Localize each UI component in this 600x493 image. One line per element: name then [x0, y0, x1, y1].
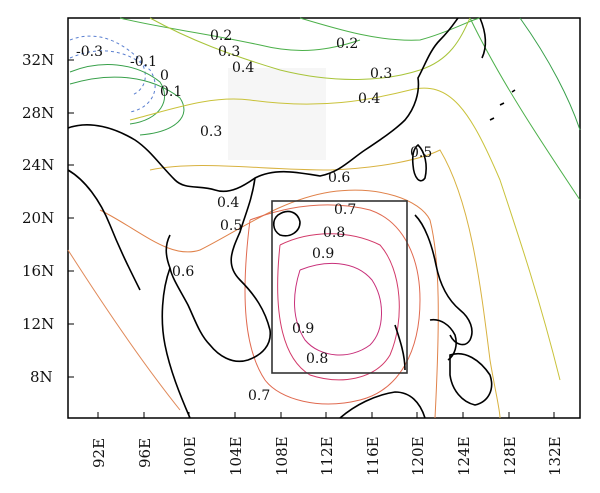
coast-taiwan [411, 143, 427, 182]
contour-label-04-west: 0.4 [217, 195, 239, 211]
contour-label-02-right: 0.2 [336, 36, 358, 52]
lon-tick-label: 104E [227, 436, 245, 476]
coast-mindanao [449, 353, 493, 406]
contour-label-05-east: 0.5 [410, 145, 432, 161]
coast-bay-of-bengal [67, 169, 141, 291]
lon-tick-label: 116E [364, 436, 382, 476]
contour-0-2-right [299, 17, 481, 41]
coast-ryukyu [489, 89, 516, 121]
lon-tick-label: 132E [546, 436, 564, 476]
lat-tick-label: 20N [22, 209, 54, 227]
contour-0-9 [294, 262, 382, 356]
contour-negative-01 [69, 50, 156, 113]
highlight-box [271, 200, 408, 374]
contour-0-5 [149, 149, 501, 419]
lon-tick-label: 92E [90, 438, 108, 468]
contour-0-2-left [119, 17, 361, 51]
lon-tick-label: 96E [136, 438, 154, 468]
coast-korea [479, 17, 487, 59]
coast-mainland [67, 17, 459, 193]
contour-label-07-box: 0.7 [334, 202, 356, 218]
contour-label-04-right: 0.4 [358, 91, 380, 107]
coast-indochina [165, 177, 272, 363]
contour-label-05-west: 0.5 [220, 218, 242, 234]
contour-label-0: 0 [160, 68, 169, 84]
contour-label-04-top: 0.4 [232, 60, 254, 76]
lat-tick-label: 24N [22, 156, 54, 174]
contour-label-03-mid: 0.3 [200, 124, 222, 140]
lat-tick-label: 32N [22, 51, 54, 69]
contour-negative-03 [69, 35, 146, 96]
lon-tick-label: 128E [501, 436, 519, 476]
contour-label-neg01: -0.1 [130, 54, 157, 70]
contour-label-09-bottom: 0.9 [292, 321, 314, 337]
coast-malay-peninsula [161, 267, 191, 419]
contour-label-07-south: 0.7 [248, 388, 270, 404]
contour-0-7-left [67, 249, 181, 411]
lon-tick-label: 112E [318, 436, 336, 476]
contour-green-east-2 [519, 17, 581, 131]
contour-label-06-west: 0.6 [172, 264, 194, 280]
contour-label-01: 0.1 [160, 84, 182, 100]
contour-0-4 [129, 87, 561, 381]
contour-0-7 [244, 204, 421, 405]
contour-label-08-bottom: 0.8 [306, 351, 328, 367]
contour-0-1 [69, 76, 185, 136]
lat-axis: 32N 28N 24N 20N 16N 12N 8N [22, 51, 74, 386]
coastlines [67, 17, 516, 419]
contour-zero [69, 64, 166, 125]
coast-hainan [272, 210, 301, 237]
coast-philippines-luzon [414, 214, 473, 346]
contour-0-3 [149, 17, 471, 80]
lon-tick-label: 120E [409, 436, 427, 476]
missing-data-patch [228, 68, 326, 160]
contour-0-8 [277, 233, 400, 381]
contour-label-06-coast: 0.6 [328, 170, 350, 186]
contour-labels: -0.3 -0.1 0 0.1 0.2 0.3 0.4 0.2 0.3 0.4 … [76, 28, 432, 404]
contour-label-08-top: 0.8 [323, 225, 345, 241]
lon-axis: 92E 96E 100E 104E 108E 112E 116E 120E 12… [90, 412, 564, 476]
contour-label-neg03: -0.3 [76, 44, 103, 60]
lon-tick-label: 108E [273, 436, 291, 476]
contour-label-02-left: 0.2 [210, 28, 232, 44]
lat-tick-label: 28N [22, 104, 54, 122]
contour-green-east-1 [469, 17, 581, 201]
lat-tick-label: 8N [30, 368, 53, 386]
contour-lines [67, 17, 581, 419]
coast-borneo [339, 391, 426, 419]
coast-palawan [394, 324, 406, 371]
contour-0-6 [99, 189, 439, 419]
lat-tick-label: 16N [22, 262, 54, 280]
lon-tick-label: 100E [181, 436, 199, 476]
contour-label-03-right: 0.3 [370, 66, 392, 82]
lat-tick-label: 12N [22, 315, 54, 333]
contour-label-03-top: 0.3 [218, 44, 240, 60]
contour-label-09-top: 0.9 [312, 246, 334, 262]
lon-tick-label: 124E [455, 436, 473, 476]
